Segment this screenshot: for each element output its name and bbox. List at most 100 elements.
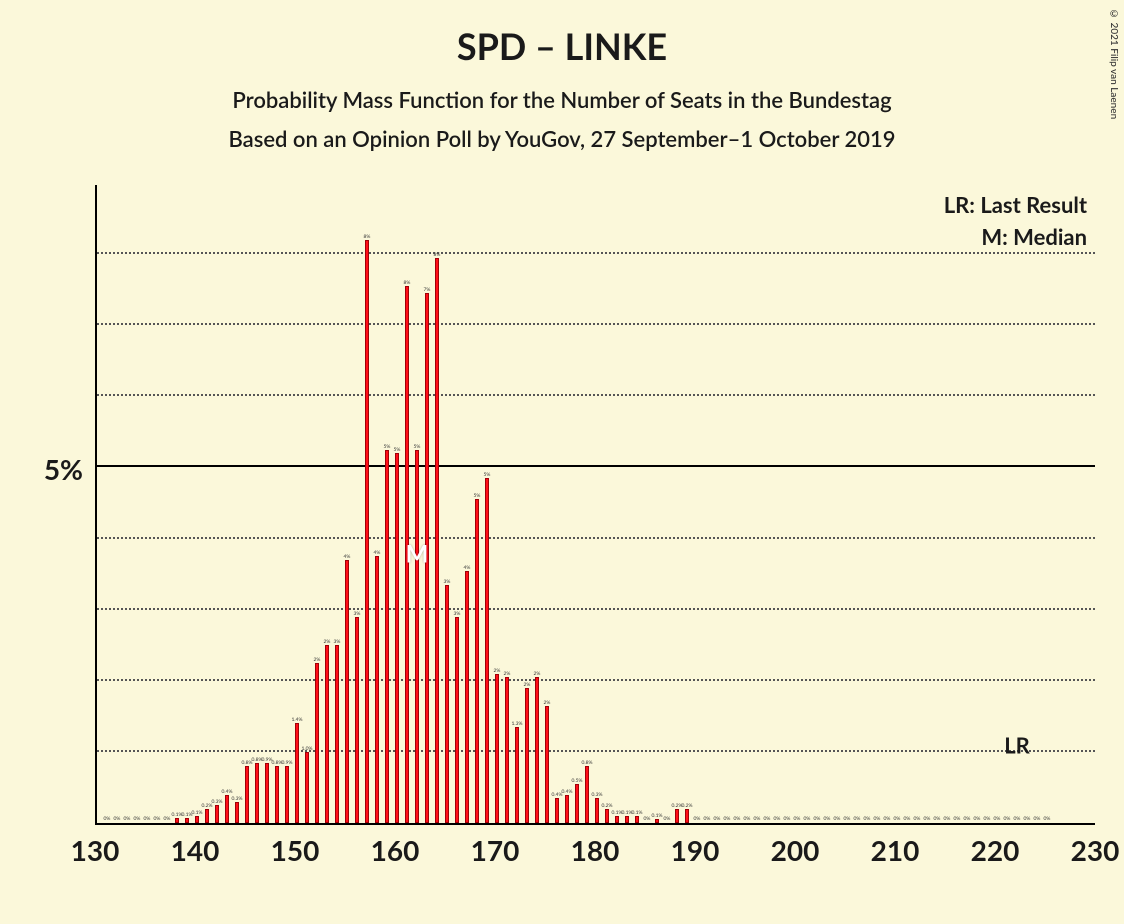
bar-value-label: 8% — [404, 280, 411, 286]
bar-value-label: 0% — [1004, 816, 1011, 822]
x-tick-label: 150 — [271, 833, 320, 867]
bar: 0.4% — [555, 798, 559, 823]
bar-value-label: 0% — [714, 816, 721, 822]
bar-value-label: 0.1% — [191, 810, 202, 816]
bar: 4% — [465, 571, 469, 823]
bar-value-label: 0% — [984, 816, 991, 822]
bar: 1.3% — [515, 727, 519, 823]
bar-value-label: 0% — [894, 816, 901, 822]
legend-last-result: LR: Last Result — [944, 191, 1087, 218]
y-tick-label: 5% — [44, 452, 83, 486]
bar-value-label: 1.0% — [301, 746, 312, 752]
median-marker: M — [406, 540, 429, 569]
bar-value-label: 2% — [504, 671, 511, 677]
bar-value-label: 0% — [954, 816, 961, 822]
x-tick-label: 140 — [171, 833, 220, 867]
bar: 0.4% — [225, 795, 229, 823]
bar-value-label: 0% — [994, 816, 1001, 822]
bar-value-label: 5% — [484, 472, 491, 478]
x-tick-label: 170 — [471, 833, 520, 867]
bar-value-label: 2% — [314, 657, 321, 663]
bar: 3% — [445, 585, 449, 823]
bar-value-label: 0% — [1024, 816, 1031, 822]
x-tick-label: 130 — [71, 833, 120, 867]
bar-value-label: 5% — [384, 444, 391, 450]
x-tick-label: 200 — [771, 833, 820, 867]
gridline-minor — [97, 252, 1095, 254]
bar-value-label: 0% — [734, 816, 741, 822]
bar-value-label: 0% — [704, 816, 711, 822]
bar-value-label: 0% — [1014, 816, 1021, 822]
bar-value-label: 0% — [1034, 816, 1041, 822]
bar-value-label: 0% — [944, 816, 951, 822]
bar-value-label: 0.4% — [561, 789, 572, 795]
bar-value-label: 0% — [884, 816, 891, 822]
bar-value-label: 0% — [144, 816, 151, 822]
bar-value-label: 0% — [834, 816, 841, 822]
chart-title: SPD – LINKE — [0, 0, 1124, 68]
bar: 0.8% — [585, 766, 589, 823]
bar-value-label: 0% — [804, 816, 811, 822]
bar-value-label: 0% — [664, 816, 671, 822]
bar-value-label: 0% — [724, 816, 731, 822]
bar-value-label: 0.4% — [221, 789, 232, 795]
bar-value-label: 4% — [464, 565, 471, 571]
chart-subtitle-1: Probability Mass Function for the Number… — [0, 86, 1124, 113]
x-tick-label: 180 — [571, 833, 620, 867]
bar: 0.5% — [575, 784, 579, 823]
bar-value-label: 0% — [104, 816, 111, 822]
gridline-minor — [97, 537, 1095, 539]
bar-value-label: 0% — [644, 816, 651, 822]
bar: 2% — [535, 677, 539, 823]
bar-value-label: 2% — [494, 668, 501, 674]
gridline-minor — [97, 750, 1095, 752]
gridline-minor — [97, 608, 1095, 610]
bar: 0.3% — [595, 798, 599, 823]
bar: 0.8% — [255, 763, 259, 823]
bar-value-label: 3% — [444, 579, 451, 585]
bar-value-label: 0.8% — [581, 760, 592, 766]
bar: 0.2% — [685, 809, 689, 823]
copyright-text: © 2021 Filip van Laenen — [1108, 8, 1120, 119]
bar-value-label: 0% — [844, 816, 851, 822]
bar-value-label: 1.3% — [511, 721, 522, 727]
bar-value-label: 0% — [854, 816, 861, 822]
bar-value-label: 0% — [774, 816, 781, 822]
bar: 2% — [315, 663, 319, 823]
bar: 5% — [475, 499, 479, 823]
bar-value-label: 5% — [394, 447, 401, 453]
bar-value-label: 0% — [814, 816, 821, 822]
bar-value-label: 0% — [154, 816, 161, 822]
gridline-minor — [97, 394, 1095, 396]
bar-value-label: 0% — [824, 816, 831, 822]
bar-value-label: 0% — [904, 816, 911, 822]
bar-value-label: 3% — [454, 611, 461, 617]
bar-value-label: 0% — [864, 816, 871, 822]
bar-value-label: 0% — [744, 816, 751, 822]
bar-value-label: 0% — [694, 816, 701, 822]
bar-value-label: 0.1% — [651, 813, 662, 819]
bar: 0.2% — [675, 809, 679, 823]
bar: 1.0% — [305, 752, 309, 823]
legend-median: M: Median — [981, 223, 1087, 250]
bar: 0.3% — [215, 805, 219, 823]
bar: 2% — [325, 645, 329, 823]
bar-value-label: 2% — [534, 671, 541, 677]
bar-value-label: 0% — [124, 816, 131, 822]
bar: 0.9% — [265, 763, 269, 823]
bar: 1.4% — [295, 723, 299, 823]
bar-value-label: 0% — [114, 816, 121, 822]
bar: 0.8% — [275, 766, 279, 823]
bar-value-label: 0% — [914, 816, 921, 822]
bar: 5% — [485, 478, 489, 823]
bar-value-label: 0% — [1044, 816, 1051, 822]
bar: 0.1% — [655, 819, 659, 823]
bar-value-label: 5% — [414, 444, 421, 450]
bar: 3% — [335, 645, 339, 823]
bar: 0.2% — [605, 809, 609, 823]
bar-value-label: 0.1% — [631, 810, 642, 816]
plot-area: 0%0%0%0%0%0%0%0.1%0.1%0.1%0.2%0.3%0.4%0.… — [95, 185, 1095, 825]
bar: 0.4% — [565, 795, 569, 823]
bar-value-label: 8% — [364, 234, 371, 240]
gridline-minor — [97, 679, 1095, 681]
